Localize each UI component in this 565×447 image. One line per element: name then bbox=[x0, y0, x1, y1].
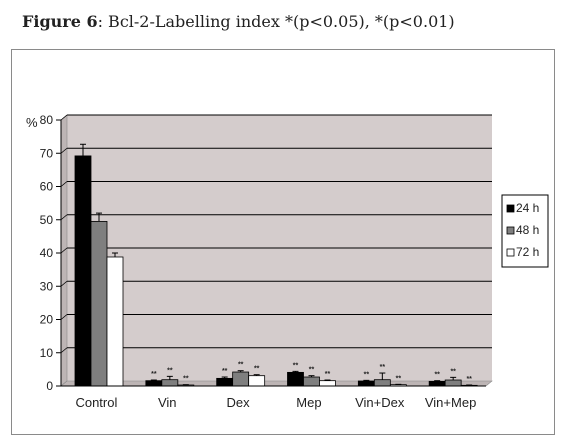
chart-frame: ** ** ** ** ** ** ** ** ** ** ** ** ** ** ** 0 10 20 30 40… bbox=[11, 49, 555, 435]
y-tick-label: 70 bbox=[40, 146, 54, 160]
bar-Vin+Dex-48 h bbox=[373, 379, 391, 387]
y-tick-label: 80 bbox=[40, 113, 54, 127]
bar-Dex-72 h bbox=[248, 375, 266, 387]
significance-marker: ** bbox=[183, 376, 189, 383]
x-tick-label: Dex bbox=[227, 395, 251, 410]
x-tick-label: Vin+Mep bbox=[425, 395, 476, 410]
gridline-wall bbox=[60, 314, 68, 320]
x-tick-label: Control bbox=[75, 395, 117, 410]
bar-Control-48 h bbox=[90, 221, 108, 387]
bar-Vin+Dex-24 h bbox=[357, 380, 375, 387]
bar-Vin+Mep-24 h bbox=[428, 380, 446, 387]
y-tick-label: 50 bbox=[40, 213, 54, 227]
legend-swatch bbox=[506, 204, 515, 213]
figure-caption-text: : Bcl-2-Labelling index *(p<0.05), *(p<0… bbox=[97, 12, 455, 31]
y-tick-label: 60 bbox=[40, 180, 54, 194]
y-axis-label: % bbox=[26, 115, 38, 130]
significance-marker: ** bbox=[364, 371, 370, 378]
gridline-wall bbox=[60, 214, 68, 221]
bar-Vin+Mep-48 h bbox=[444, 379, 462, 387]
significance-marker: ** bbox=[238, 362, 244, 369]
gridline-wall bbox=[60, 347, 68, 354]
gridline-wall bbox=[60, 247, 68, 254]
significance-marker: ** bbox=[167, 367, 173, 374]
bar-Dex-24 h bbox=[216, 377, 234, 387]
bar-Vin-48 h bbox=[161, 379, 179, 387]
bar-Vin-24 h bbox=[145, 380, 163, 387]
significance-marker: ** bbox=[450, 368, 456, 375]
bar-Mep-24 h bbox=[287, 371, 304, 387]
significance-marker: ** bbox=[151, 371, 157, 378]
gridline-wall bbox=[60, 280, 68, 287]
x-tick-label: Vin bbox=[158, 395, 177, 410]
y-tick-label: 40 bbox=[40, 246, 54, 260]
legend-label: 72 h bbox=[516, 245, 539, 259]
figure-caption: Figure 6: Bcl-2-Labelling index *(p<0.05… bbox=[22, 12, 455, 31]
significance-marker: ** bbox=[309, 367, 315, 374]
significance-marker: ** bbox=[293, 362, 299, 369]
y-tick-label: 30 bbox=[40, 279, 54, 293]
significance-marker: ** bbox=[380, 364, 386, 371]
legend-label: 48 h bbox=[516, 223, 539, 237]
significance-marker: ** bbox=[396, 375, 402, 382]
significance-marker: ** bbox=[434, 372, 440, 379]
bar-Control-72 h bbox=[106, 256, 124, 387]
y-tick-label: 10 bbox=[40, 346, 54, 360]
significance-marker: ** bbox=[254, 366, 260, 373]
figure-label: Figure 6 bbox=[22, 12, 98, 31]
gridline-wall bbox=[60, 114, 68, 121]
legend-label: 24 h bbox=[516, 201, 539, 215]
bar-Mep-72 h bbox=[319, 380, 336, 387]
x-tick-label: Vin+Dex bbox=[355, 395, 405, 410]
significance-marker: ** bbox=[325, 371, 331, 378]
bar-Mep-48 h bbox=[303, 376, 320, 387]
legend-swatch bbox=[506, 226, 515, 235]
significance-marker: ** bbox=[466, 376, 472, 383]
significance-marker: ** bbox=[222, 368, 228, 375]
bar-Control-24 h bbox=[74, 155, 92, 387]
gridline-wall bbox=[60, 147, 68, 154]
x-tick-label: Mep bbox=[296, 395, 321, 410]
bar-Dex-48 h bbox=[232, 371, 250, 387]
gridline-wall bbox=[60, 181, 68, 187]
y-tick-label: 0 bbox=[46, 379, 53, 393]
bar-chart: ** ** ** ** ** ** ** ** ** ** ** ** ** ** ** 0 10 20 30 40… bbox=[26, 113, 549, 410]
y-tick-label: 20 bbox=[40, 313, 54, 327]
plot-floor bbox=[60, 380, 493, 387]
legend-swatch bbox=[506, 248, 515, 257]
